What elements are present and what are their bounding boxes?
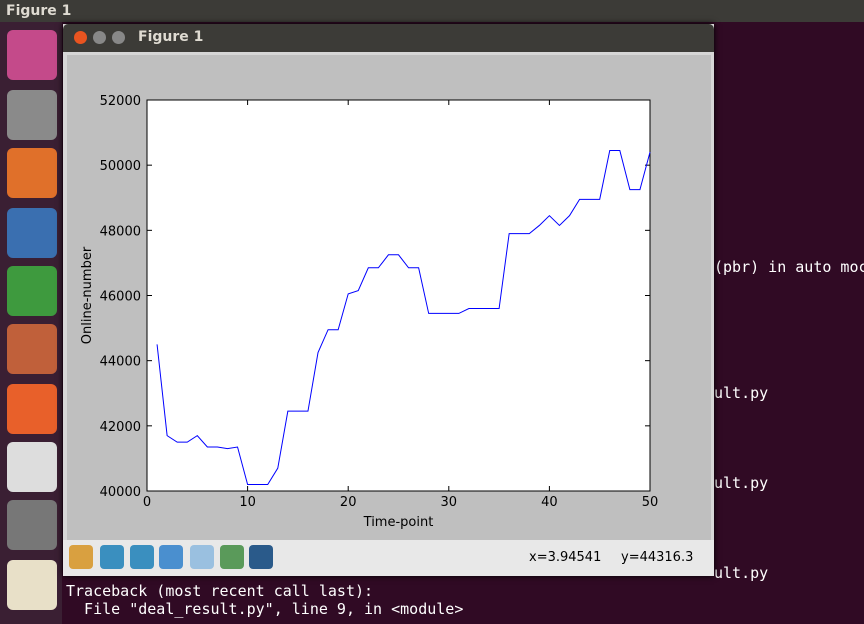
x-tick-label: 0 <box>143 495 151 510</box>
writer-icon[interactable] <box>7 208 57 258</box>
terminal-line: ult.py <box>714 384 769 402</box>
terminal-line: Traceback (most recent call last): <box>66 582 374 600</box>
y-tick-label: 52000 <box>100 94 141 109</box>
data-line <box>156 150 651 485</box>
impress-icon[interactable] <box>7 324 57 374</box>
calc-icon[interactable] <box>7 266 57 316</box>
figure: 0 10 20 30 40 50 40000 42000 44000 46000 48000 5000… <box>67 55 711 540</box>
window-title: Figure 1 <box>138 29 204 45</box>
y-tick-label: 40000 <box>100 485 141 500</box>
software-icon[interactable] <box>7 384 57 434</box>
terminal-line: File "deal_result.py", line 9, in <modul… <box>66 600 464 618</box>
toolbar: x=3.94541 y=44316.3 <box>63 540 714 576</box>
maximize-button[interactable] <box>112 31 125 44</box>
top-bar: Figure 1 <box>0 0 864 22</box>
y-tick-label: 46000 <box>100 290 141 305</box>
launcher <box>0 22 62 624</box>
terminal-line: ult.py <box>714 474 769 492</box>
subplots-button[interactable] <box>220 545 244 569</box>
y-tick-label: 44000 <box>100 355 141 370</box>
y-axis-label: Online-number <box>80 246 95 344</box>
x-tick-label: 30 <box>441 495 458 510</box>
status-y: y=44316.3 <box>621 550 694 565</box>
plot-area <box>146 99 651 492</box>
x-tick-label: 40 <box>541 495 558 510</box>
terminal-line: (pbr) in auto moc <box>714 258 864 276</box>
chart: 0 10 20 30 40 50 40000 42000 44000 46000 48000 5000… <box>80 94 659 530</box>
editor-icon[interactable] <box>7 560 57 610</box>
close-button[interactable] <box>74 31 87 44</box>
minimize-button[interactable] <box>93 31 106 44</box>
x-tick-label: 20 <box>340 495 357 510</box>
home-button[interactable] <box>69 545 93 569</box>
figure-window: Figure 1 0 10 20 30 40 50 40000 42000 44000 46000… <box>63 24 714 576</box>
y-tick-label: 42000 <box>100 420 141 435</box>
firefox-icon[interactable] <box>7 148 57 198</box>
zoom-button[interactable] <box>190 545 214 569</box>
status-x: x=3.94541 <box>529 550 602 565</box>
x-axis-label: Time-point <box>363 515 434 530</box>
save-button[interactable] <box>249 545 273 569</box>
pan-button[interactable] <box>159 545 183 569</box>
back-button[interactable] <box>100 545 124 569</box>
y-tick-label: 48000 <box>100 224 141 239</box>
forward-button[interactable] <box>130 545 154 569</box>
files-icon[interactable] <box>7 90 57 140</box>
terminal-line: ult.py <box>714 564 769 582</box>
ubuntu-icon[interactable] <box>7 30 57 80</box>
y-tick-label: 50000 <box>100 159 141 174</box>
title-bar: Figure 1 <box>63 24 714 52</box>
amazon-icon[interactable] <box>7 442 57 492</box>
x-tick-label: 10 <box>239 495 256 510</box>
settings-icon[interactable] <box>7 500 57 550</box>
x-tick-label: 50 <box>642 495 659 510</box>
